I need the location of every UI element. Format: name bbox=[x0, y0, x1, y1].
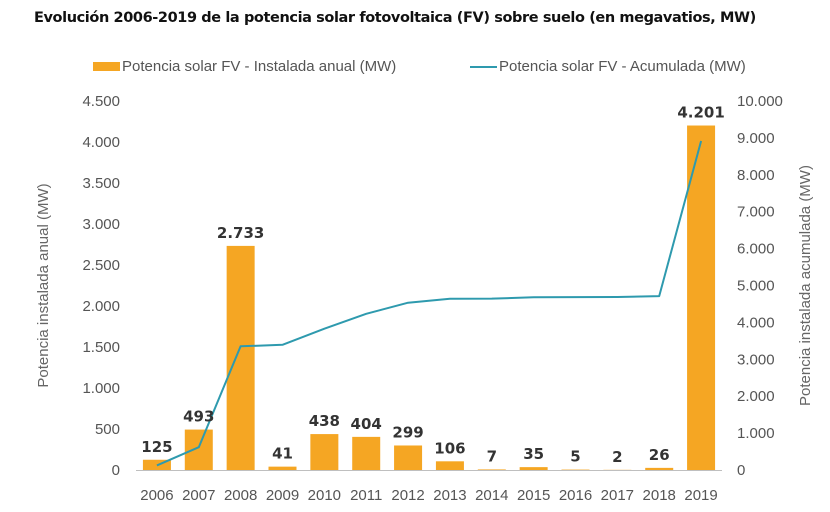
bar-2013 bbox=[435, 461, 464, 470]
right-tick-label: 10.000 bbox=[737, 93, 783, 110]
x-tick-label: 2008 bbox=[224, 487, 257, 504]
right-tick-label: 0 bbox=[737, 462, 745, 479]
left-tick-label: 3.500 bbox=[82, 175, 120, 192]
bar-2009 bbox=[268, 466, 297, 470]
data-label: 404 bbox=[351, 415, 382, 433]
left-tick-label: 2.500 bbox=[82, 257, 120, 274]
data-label: 106 bbox=[434, 439, 465, 457]
left-tick-label: 1.500 bbox=[82, 339, 120, 356]
left-tick-label: 2.000 bbox=[82, 298, 120, 315]
bars bbox=[142, 125, 716, 471]
bar-2015 bbox=[519, 467, 548, 470]
data-label: 26 bbox=[649, 446, 670, 464]
left-tick-label: 4.000 bbox=[82, 134, 120, 151]
cumulative-line bbox=[156, 140, 703, 467]
data-label: 5 bbox=[570, 448, 580, 466]
x-tick-label: 2006 bbox=[140, 487, 173, 504]
bar-2007 bbox=[184, 429, 213, 470]
legend-label-annual: Potencia solar FV - Instalada anual (MW) bbox=[122, 58, 397, 75]
data-label: 2 bbox=[612, 448, 622, 466]
legend-swatch-bar bbox=[93, 62, 120, 71]
right-tick-label: 7.000 bbox=[737, 204, 775, 221]
bar-2019 bbox=[687, 125, 716, 470]
right-axis-ticks: 0 1.000 2.000 3.000 4.000 5.000 6.000 7.000 8.00… bbox=[737, 93, 783, 479]
right-axis-title: Potencia instalada acumulada (MW) bbox=[797, 165, 814, 406]
x-tick-label: 2009 bbox=[266, 487, 299, 504]
legend-item-annual: Potencia solar FV - Instalada anual (MW) bbox=[93, 58, 396, 75]
right-tick-label: 2.000 bbox=[737, 388, 775, 405]
left-tick-label: 500 bbox=[95, 421, 120, 438]
bar-2016 bbox=[561, 469, 590, 471]
x-tick-label: 2018 bbox=[643, 487, 676, 504]
right-tick-label: 5.000 bbox=[737, 278, 775, 295]
right-tick-label: 3.000 bbox=[737, 351, 775, 368]
x-tick-label: 2010 bbox=[308, 487, 341, 504]
x-tick-label: 2013 bbox=[433, 487, 466, 504]
data-labels: 125 493 2.733 41 438 404 299 106 7 35 5 2 26 4.201 bbox=[141, 104, 725, 466]
cumulative-line-group bbox=[156, 140, 703, 467]
right-tick-label: 1.000 bbox=[737, 425, 775, 442]
x-tick-label: 2016 bbox=[559, 487, 592, 504]
legend-swatch-line bbox=[470, 65, 497, 68]
x-tick-label: 2011 bbox=[350, 487, 382, 504]
data-label: 7 bbox=[487, 447, 497, 465]
chart-title: Evolución 2006-2019 de la potencia solar… bbox=[34, 10, 756, 26]
bar-2011 bbox=[352, 436, 381, 470]
data-label: 35 bbox=[523, 445, 544, 463]
data-label: 493 bbox=[183, 408, 214, 426]
bar-2012 bbox=[394, 445, 423, 470]
data-label: 4.201 bbox=[677, 104, 724, 122]
data-label: 438 bbox=[309, 412, 340, 430]
legend-item-cumulative: Potencia solar FV - Acumulada (MW) bbox=[470, 58, 746, 75]
x-tick-label: 2014 bbox=[475, 487, 508, 504]
legend: Potencia solar FV - Instalada anual (MW)… bbox=[0, 58, 830, 78]
right-tick-label: 4.000 bbox=[737, 314, 775, 331]
data-label: 125 bbox=[141, 438, 172, 456]
left-axis-ticks: 0 500 1.000 1.500 2.000 2.500 3.000 3.500 4.000 4… bbox=[82, 93, 120, 479]
bar-2010 bbox=[310, 434, 339, 470]
x-tick-label: 2017 bbox=[601, 487, 634, 504]
data-label: 2.733 bbox=[217, 224, 264, 242]
x-tick-label: 2019 bbox=[684, 487, 717, 504]
bar-2014 bbox=[477, 469, 506, 470]
bar-2018 bbox=[645, 467, 674, 470]
bar-2008 bbox=[226, 245, 255, 470]
data-label: 41 bbox=[272, 445, 293, 463]
left-axis-title: Potencia instalada anual (MW) bbox=[35, 183, 52, 387]
right-tick-label: 9.000 bbox=[737, 130, 775, 147]
left-tick-label: 0 bbox=[112, 462, 120, 479]
legend-label-cumulative: Potencia solar FV - Acumulada (MW) bbox=[499, 58, 746, 75]
right-tick-label: 8.000 bbox=[737, 167, 775, 184]
x-tick-label: 2015 bbox=[517, 487, 550, 504]
x-tick-label: 2007 bbox=[182, 487, 215, 504]
x-tick-label: 2012 bbox=[391, 487, 424, 504]
left-tick-label: 4.500 bbox=[82, 93, 120, 110]
right-tick-label: 6.000 bbox=[737, 241, 775, 258]
left-tick-label: 1.000 bbox=[82, 380, 120, 397]
left-tick-label: 3.000 bbox=[82, 216, 120, 233]
data-label: 299 bbox=[392, 423, 423, 441]
x-axis-ticks: 2006 2007 2008 2009 2010 2011 2012 2013 2014 2015… bbox=[140, 487, 718, 504]
